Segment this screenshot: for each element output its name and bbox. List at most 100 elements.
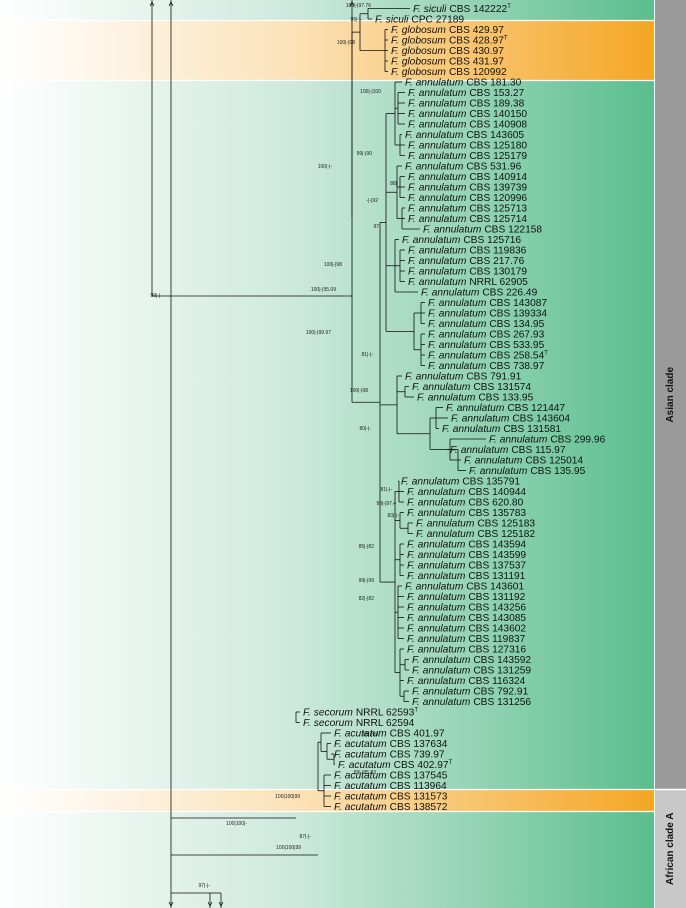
tip-label: F. annulatum CBS 181.30 (405, 78, 522, 89)
tip-label: F. annulatum CBS 140908 (408, 120, 527, 131)
support-value: 80|-|- (360, 426, 372, 432)
tip-label: F. annulatum CBS 139739 (408, 183, 527, 194)
tip-label: F. annulatum CBS 125182 (416, 529, 535, 540)
tip-label: F. annulatum CBS 533.95 (428, 340, 545, 351)
tip-label: F. annulatum CBS 226.49 (421, 288, 538, 299)
tip-label: F. annulatum CBS 133.95 (417, 393, 534, 404)
support-value: 99|-|90 (357, 151, 373, 157)
tip-label: F. annulatum CBS 139334 (428, 309, 547, 320)
support-value: 88| (390, 181, 397, 187)
tip-label: F. globosum CBS 431.97 (391, 57, 504, 68)
tip-label: F. annulatum CBS 131192 (407, 592, 526, 603)
tip-label: F. annulatum CBS 125014 (464, 456, 583, 467)
tip-label: F. annulatum CBS 121447 (446, 403, 565, 414)
tip-label: F. acutatum CBS 138572 (334, 802, 448, 813)
tip-label: F. annulatum CBS 125180 (408, 141, 527, 152)
tip-label: F. annulatum CBS 131259 (412, 666, 531, 677)
support-value: 85|-|82 (359, 544, 375, 550)
support-value: 99|-|95.83 (354, 770, 377, 776)
support-value: 100|-|99.97 (306, 330, 331, 336)
tip-label: F. annulatum CBS 143599 (407, 550, 526, 561)
support-value: 100|100|99 (275, 794, 300, 800)
support-value: 81|-|- (381, 487, 393, 493)
tip-label: F. annulatum CBS 125183 (416, 519, 535, 530)
tip-label: F. annulatum CBS 131581 (442, 424, 561, 435)
tip-label: F. annulatum CBS 116324 (407, 676, 526, 687)
tip-label: F. acutatum CBS 137634 (334, 739, 448, 750)
support-value: -|-|92 (367, 198, 379, 204)
tip-label: F. annulatum CBS 143085 (407, 613, 526, 624)
tip-label: F. secorum NRRL 62594 (303, 718, 415, 729)
tip-label: F. annulatum CBS 135783 (407, 508, 526, 519)
tip-label: F. annulatum CBS 153.27 (408, 88, 525, 99)
tip-label: F. annulatum CBS 134.95 (428, 319, 545, 330)
tip-label: F. annulatum CBS 531.96 (405, 162, 522, 173)
tip-label: F. annulatum CBS 140944 (407, 487, 526, 498)
clade-bar-african-a (655, 789, 686, 908)
tip-label: F. annulatum CBS 135791 (401, 477, 520, 488)
support-value: 100|100|- (226, 821, 247, 827)
arrow-down-icon (218, 901, 224, 907)
support-value: 97 (373, 224, 379, 230)
band-globosum (0, 20, 654, 81)
tip-label: F. annulatum CBS 122158 (423, 225, 542, 236)
tip-label: F. annulatum CBS 140914 (408, 172, 527, 183)
support-value: 99|-|- (351, 17, 363, 23)
band-acutatum (0, 811, 654, 908)
tip-label: F. globosum CBS 428.97T (391, 36, 508, 47)
support-value: 100|-|98 (337, 40, 355, 46)
tip-label: F. annulatum CBS 119836 (408, 246, 527, 257)
tip-label: F. annulatum CBS 143601 (405, 582, 524, 593)
tip-label: F. annulatum CBS 791.91 (405, 372, 522, 383)
support-value: 100|-|95.09 (311, 287, 336, 293)
tip-label: F. annulatum CBS 130179 (408, 267, 527, 278)
support-value: 87|-|- (300, 834, 312, 840)
band-annulatum (0, 80, 654, 790)
tip-label: F. annulatum CBS 125716 (402, 235, 521, 246)
arrow-down-icon (168, 901, 174, 907)
arrow-up-icon (168, 1, 174, 7)
band-siculi (0, 0, 654, 21)
support-value: 81|-|- (362, 352, 374, 358)
tip-label: F. annulatum NRRL 62905 (408, 277, 528, 288)
tip-label: F. acutatum CBS 113964 (334, 781, 447, 792)
support-value: 98|-|97.4 (376, 501, 396, 507)
tip-label: F. acutatum CBS 739.97 (334, 750, 445, 761)
tip-label: F. siculi CBS 142222T (413, 4, 511, 15)
support-value: 99|-|- (151, 293, 163, 299)
tip-label: F. annulatum CBS 217.76 (408, 256, 525, 267)
tip-label: F. secorum NRRL 62593T (303, 708, 418, 719)
support-value: 99|-|99 (359, 578, 375, 584)
tip-label: F. annulatum CBS 143592 (412, 655, 531, 666)
tip-label: F. annulatum CBS 125714 (408, 214, 527, 225)
tip-label: F. acutatum CBS 401.97 (334, 729, 445, 740)
tip-label: F. annulatum CBS 258.54T (428, 351, 548, 362)
clade-bar-asian (655, 0, 686, 790)
tip-label: F. annulatum CBS 143604 (451, 414, 570, 425)
tip-label: F. acutatum CBS 137545 (334, 771, 448, 782)
tip-label: F. annulatum CBS 299.96 (489, 435, 606, 446)
tip-label: F. annulatum CBS 143256 (407, 603, 526, 614)
tip-label: F. globosum CBS 429.97 (391, 25, 504, 36)
support-value: 98|-|99 (363, 732, 379, 738)
tip-label: F. annulatum CBS 115.97 (450, 445, 566, 456)
support-value: 100|-|- (318, 164, 333, 170)
tip-label: F. annulatum CBS 120996 (408, 193, 527, 204)
tip-label: F. annulatum CBS 143087 (428, 298, 547, 309)
support-value: 82|-|82 (359, 596, 375, 602)
support-value: 100|100|99 (276, 845, 301, 851)
support-value: 100|-|97.76 (346, 3, 371, 9)
support-value: 97|-|- (199, 883, 211, 889)
support-value: 100|-|98 (350, 388, 368, 394)
tip-label: F. annulatum CBS 135.95 (469, 466, 586, 477)
tip-label: F. globosum CBS 120992 (391, 67, 507, 78)
tip-label: F. annulatum CBS 267.93 (428, 330, 545, 341)
tip-label: F. annulatum CBS 738.97 (428, 361, 545, 372)
clade-label: African clade A (665, 813, 676, 885)
tip-label: F. annulatum CBS 131574 (412, 382, 531, 393)
tip-label: F. annulatum CBS 143602 (407, 624, 526, 635)
tip-label: F. siculi CPC 27189 (375, 15, 464, 26)
tip-label: F. annulatum CBS 792.91 (412, 687, 529, 698)
tip-label: F. annulatum CBS 125713 (408, 204, 527, 215)
